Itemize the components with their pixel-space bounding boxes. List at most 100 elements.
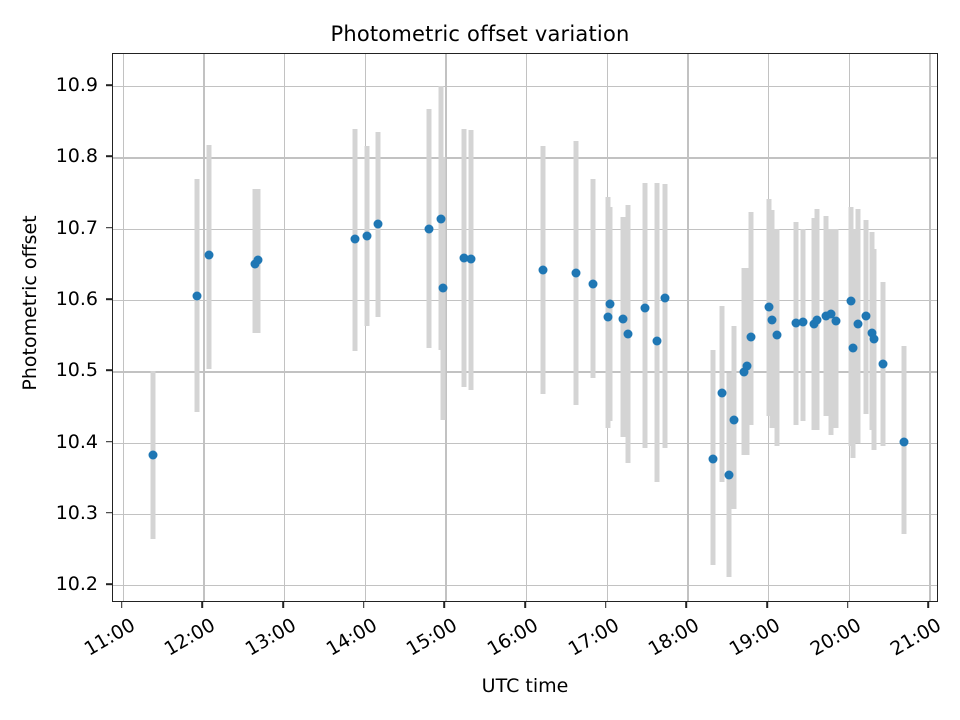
y-tick-mark <box>106 512 112 514</box>
gridline-horizontal <box>113 371 937 373</box>
x-tick-mark <box>604 602 607 608</box>
data-point <box>148 450 158 460</box>
gridline-horizontal <box>113 585 937 587</box>
data-point <box>424 224 434 234</box>
x-tick-mark <box>685 602 688 608</box>
data-point <box>459 253 469 263</box>
data-point <box>878 359 888 369</box>
data-point <box>739 367 749 377</box>
data-point <box>812 315 822 325</box>
y-tick-mark <box>106 369 112 372</box>
x-tick-mark <box>443 602 446 608</box>
gridline-vertical <box>526 54 528 601</box>
gridline-horizontal <box>113 513 937 516</box>
data-point <box>772 330 782 340</box>
data-point <box>708 454 718 464</box>
y-tick-label: 10.6 <box>55 287 98 310</box>
gridline-vertical <box>122 54 124 601</box>
gridline-horizontal <box>113 86 937 88</box>
x-tick-mark <box>120 602 123 608</box>
data-point <box>605 299 615 309</box>
y-tick-label: 10.5 <box>55 359 98 382</box>
y-axis-label: Photometric offset <box>19 215 41 391</box>
x-tick-mark <box>927 602 930 608</box>
errorbar <box>642 183 648 448</box>
data-point <box>623 329 633 339</box>
gridline-horizontal <box>113 228 937 230</box>
y-tick-label: 10.8 <box>55 145 98 168</box>
data-point <box>867 328 877 338</box>
chart-title: Photometric offset variation <box>330 22 630 46</box>
data-point <box>652 336 662 346</box>
data-point <box>724 470 734 480</box>
errorbar <box>833 228 839 429</box>
y-tick-mark <box>106 583 112 585</box>
data-point <box>821 311 831 321</box>
gridline-vertical <box>687 54 689 601</box>
y-tick-label: 10.3 <box>55 501 98 524</box>
data-point <box>729 415 739 425</box>
data-point <box>373 219 383 229</box>
errorbar <box>662 183 668 449</box>
y-tick-label: 10.2 <box>55 573 98 596</box>
data-point <box>192 291 202 301</box>
data-point <box>767 315 777 325</box>
y-tick-label: 10.7 <box>55 216 98 239</box>
data-point <box>791 318 801 328</box>
y-tick-label: 10.4 <box>55 430 98 453</box>
data-point <box>861 311 871 321</box>
x-tick-mark <box>846 602 849 608</box>
data-point <box>853 319 863 329</box>
gridline-vertical <box>203 54 205 601</box>
y-tick-label: 10.9 <box>55 74 98 97</box>
x-tick-mark <box>524 602 526 608</box>
gridline-vertical <box>929 54 931 601</box>
plot-area <box>112 53 938 602</box>
data-point <box>764 302 774 312</box>
errorbar <box>590 178 596 379</box>
data-point <box>826 309 836 319</box>
data-point <box>538 265 548 275</box>
data-point <box>618 314 628 324</box>
y-tick-mark <box>106 298 112 300</box>
y-tick-mark <box>106 440 112 443</box>
gridline-vertical <box>284 54 286 601</box>
y-tick-mark <box>106 84 112 86</box>
gridline-horizontal <box>113 157 937 159</box>
errorbar <box>654 183 660 482</box>
data-point <box>846 296 856 306</box>
data-point <box>798 317 808 327</box>
data-point <box>809 319 819 329</box>
data-point <box>640 303 650 313</box>
data-point <box>571 268 581 278</box>
data-point <box>869 334 879 344</box>
y-tick-mark <box>106 155 112 158</box>
x-axis-label: UTC time <box>481 675 569 697</box>
data-point <box>253 255 263 265</box>
data-point <box>746 332 756 342</box>
gridline-horizontal <box>113 299 937 302</box>
data-point <box>204 250 214 260</box>
data-point <box>831 316 841 326</box>
data-point <box>438 283 448 293</box>
gridline-vertical <box>445 54 447 601</box>
data-point <box>742 361 752 371</box>
x-tick-mark <box>362 602 365 608</box>
data-point <box>588 279 598 289</box>
data-point <box>603 312 613 322</box>
data-point <box>717 388 727 398</box>
gridline-horizontal <box>113 442 937 444</box>
errorbar <box>871 248 877 450</box>
data-point <box>350 234 360 244</box>
x-tick-mark <box>201 602 204 608</box>
x-tick-mark <box>766 602 768 608</box>
errorbar <box>620 217 626 437</box>
data-point <box>899 437 908 447</box>
data-point <box>848 343 858 353</box>
x-tick-mark <box>282 602 284 608</box>
data-point <box>436 214 446 224</box>
errorbar <box>748 211 754 425</box>
data-point <box>362 231 372 241</box>
gridline-vertical <box>364 54 366 601</box>
